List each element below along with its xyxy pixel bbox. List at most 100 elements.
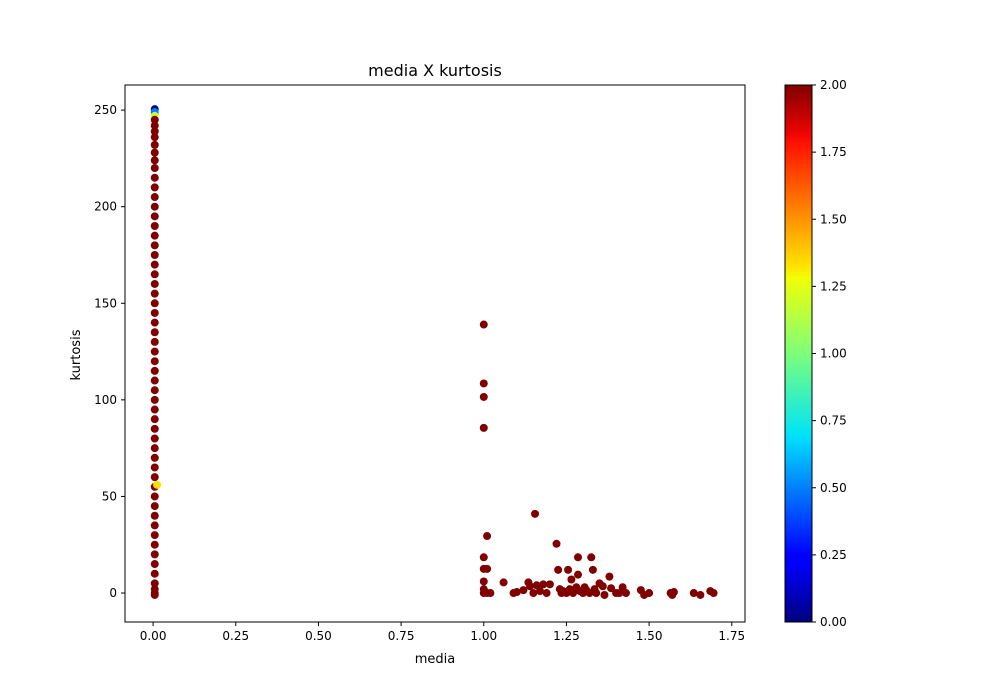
- scatter-point-25: [150, 308, 159, 317]
- colorbar-tick-label: 1.75: [820, 145, 847, 159]
- scatter-point-124: [709, 589, 718, 598]
- scatter-point-39: [150, 444, 159, 453]
- y-tick-label: 100: [94, 393, 117, 407]
- colorbar-tick-label: 2.00: [820, 78, 847, 92]
- y-tick-label: 50: [102, 489, 117, 503]
- scatter-point-114: [621, 589, 630, 598]
- scatter-point-21: [150, 270, 159, 279]
- scatter-point-6: [150, 133, 159, 142]
- scatter-point-81: [539, 580, 548, 589]
- scatter-point-112: [615, 589, 624, 598]
- scatter-point-83: [545, 580, 554, 589]
- scatter-point-22: [150, 279, 159, 288]
- scatter-point-40: [150, 453, 159, 462]
- colorbar-tick-label: 0.50: [820, 481, 847, 495]
- scatter-point-59: [479, 379, 488, 388]
- scatter-point-27: [150, 328, 159, 337]
- y-axis-label: kurtosis: [69, 329, 84, 380]
- scatter-point-57: [153, 480, 162, 489]
- y-tick-label: 150: [94, 296, 117, 310]
- scatter-point-62: [483, 532, 492, 541]
- scatter-point-74: [519, 586, 528, 595]
- scatter-point-15: [150, 212, 159, 221]
- scatter-point-49: [150, 540, 159, 549]
- scatter-point-4: [150, 121, 159, 130]
- scatter-point-63: [479, 553, 488, 562]
- scatter-point-80: [535, 587, 544, 596]
- x-axis-label: media: [415, 652, 456, 667]
- scatter-point-60: [479, 392, 488, 401]
- scatter-point-23: [150, 289, 159, 298]
- scatter-point-42: [150, 473, 159, 482]
- scatter-point-36: [150, 415, 159, 424]
- colorbar-tick-label: 0.25: [820, 548, 847, 562]
- x-tick-label: 0.25: [222, 629, 249, 643]
- scatter-point-56: [150, 590, 159, 599]
- x-axis-ticks: 0.00 0.25 0.50 0.75 1.00 1.25 1.50 1.75: [140, 622, 745, 643]
- scatter-point-120: [669, 588, 678, 597]
- scatter-point-102: [587, 553, 596, 562]
- x-tick-label: 1.75: [718, 629, 745, 643]
- scatter-point-47: [150, 521, 159, 530]
- scatter-point-3: [150, 115, 159, 124]
- scatter-point-33: [150, 386, 159, 395]
- scatter-point-103: [588, 565, 597, 574]
- scatter-point-5: [150, 127, 159, 136]
- x-tick-label: 1.00: [470, 629, 497, 643]
- scatter-point-38: [150, 434, 159, 443]
- scatter-point-41: [150, 463, 159, 472]
- scatter-point-14: [150, 202, 159, 211]
- colorbar-tick-label: 0.75: [820, 414, 847, 428]
- scatter-point-96: [574, 570, 583, 579]
- scatter-point-110: [607, 584, 616, 593]
- scatter-point-85: [554, 565, 563, 574]
- scatter-point-82: [542, 589, 551, 598]
- scatter-point-17: [150, 231, 159, 240]
- scatter-point-79: [532, 581, 541, 590]
- scatter-point-70: [486, 589, 495, 598]
- scatter-point-90: [564, 565, 573, 574]
- scatter-point-16: [150, 222, 159, 231]
- scatter-point-31: [150, 366, 159, 375]
- scatter-point-78: [531, 509, 540, 518]
- scatter-point-28: [150, 337, 159, 346]
- scatter-point-121: [689, 589, 698, 598]
- colorbar-tick-label: 1.25: [820, 279, 847, 293]
- scatter-point-37: [150, 424, 159, 433]
- scatter-point-12: [150, 183, 159, 192]
- scatter-point-122: [696, 590, 705, 599]
- plot-frame: [124, 84, 746, 623]
- scatter-point-32: [150, 376, 159, 385]
- scatter-point-11: [150, 173, 159, 182]
- scatter-point-58: [479, 320, 488, 329]
- scatter-point-30: [150, 357, 159, 366]
- colorbar-tick-label: 0.00: [820, 615, 847, 629]
- y-tick-label: 0: [109, 586, 117, 600]
- scatter-point-44: [150, 492, 159, 501]
- scatter-point-29: [150, 347, 159, 356]
- scatter-point-10: [150, 164, 159, 173]
- scatter-point-93: [569, 589, 578, 598]
- chart-title: media X kurtosis: [368, 61, 502, 80]
- scatter-point-108: [600, 590, 609, 599]
- scatter-point-8: [150, 148, 159, 157]
- colorbar-ticks: 0.00 0.25 0.50 0.75 1.00 1.25 1.50 1.75 2.00: [812, 78, 847, 629]
- scatter-point-48: [150, 531, 159, 540]
- x-tick-label: 0.75: [388, 629, 415, 643]
- scatter-point-45: [150, 502, 159, 511]
- scatter-point-66: [479, 577, 488, 586]
- scatter-point-46: [150, 511, 159, 520]
- y-tick-label: 200: [94, 200, 117, 214]
- scatter-point-73: [512, 588, 521, 597]
- scatter-point-65: [483, 564, 492, 573]
- scatter-point-51: [150, 560, 159, 569]
- scatter-point-53: [150, 579, 159, 588]
- scatter-point-109: [605, 572, 614, 581]
- y-axis-ticks: 0 50 100 150 200 250: [94, 103, 125, 600]
- scatter-point-84: [552, 539, 561, 548]
- scatter-point-26: [150, 318, 159, 327]
- colorbar: [784, 84, 813, 623]
- scatter-point-52: [150, 569, 159, 578]
